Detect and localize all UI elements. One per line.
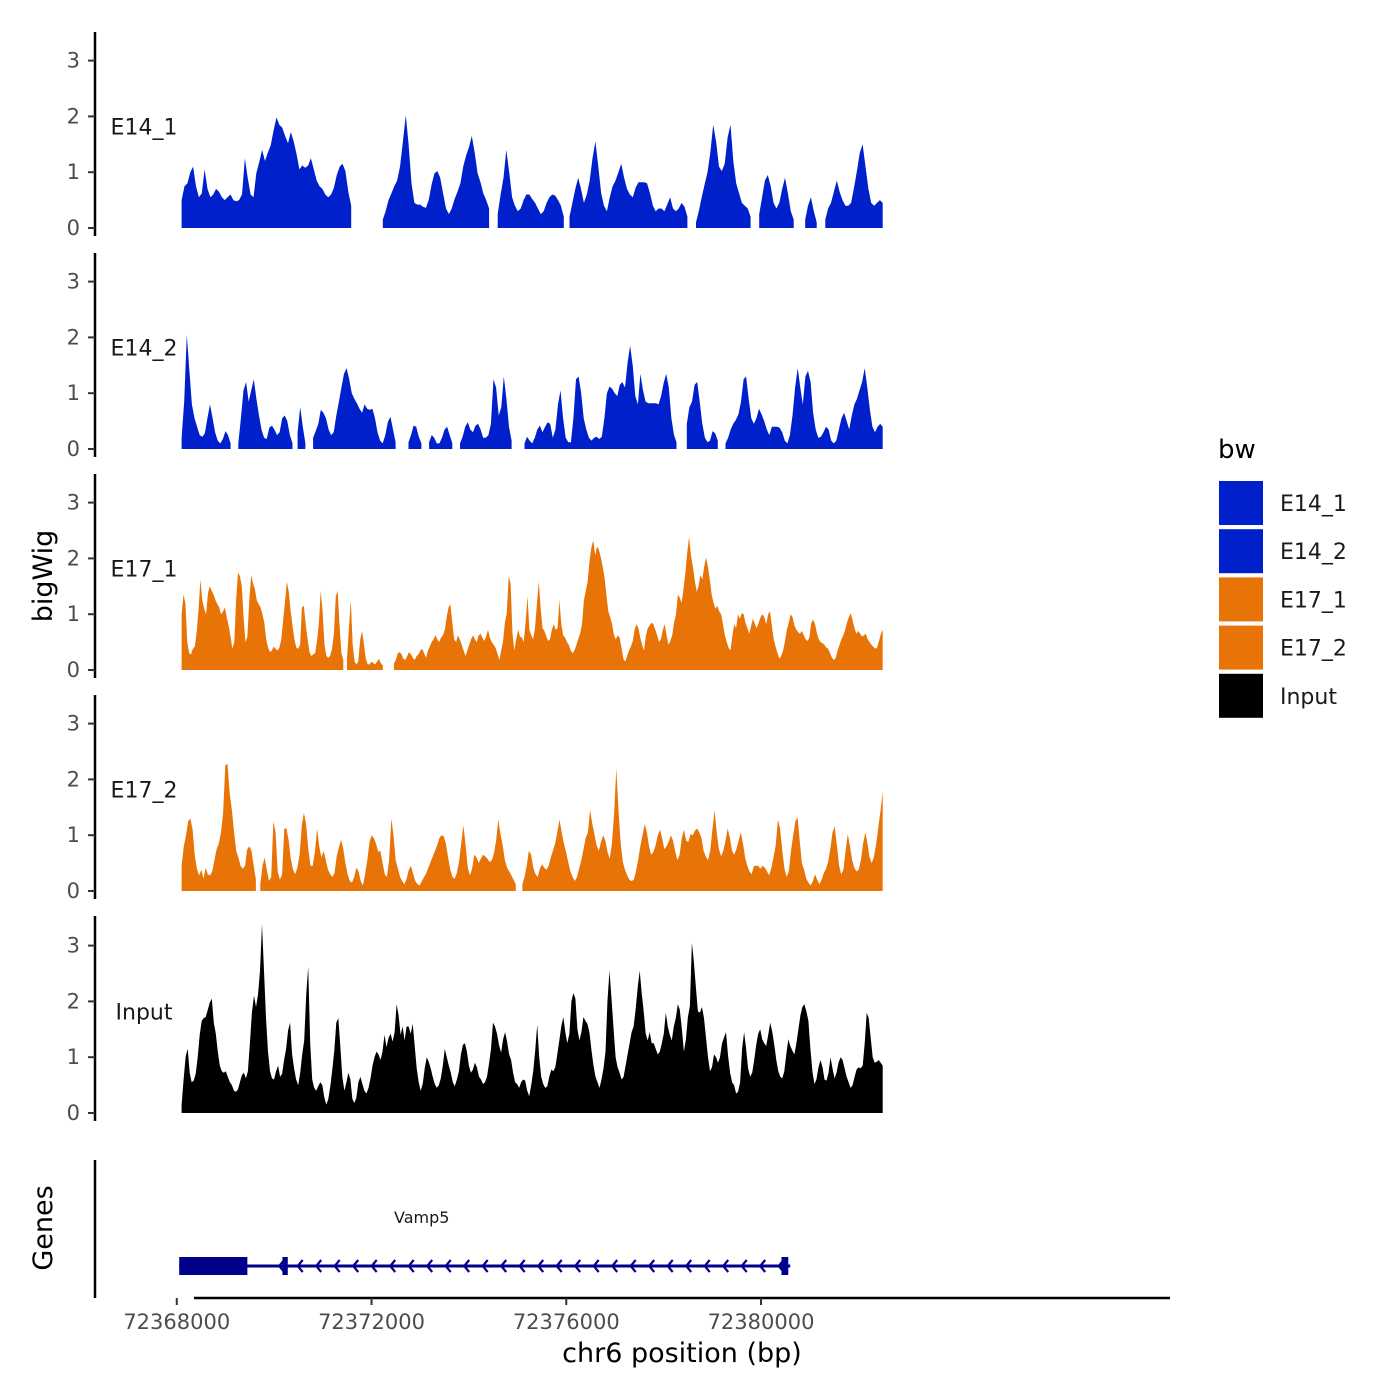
y-tick-label: 3 [67, 49, 80, 73]
x-axis: 72368000 72372000 72376000 72380000 [123, 1296, 1170, 1334]
track-label: E17_2 [111, 778, 178, 803]
strand-arrow [462, 1259, 471, 1273]
legend-label: E17_2 [1280, 637, 1347, 662]
track-label: E14_1 [111, 115, 178, 140]
strand-arrow [629, 1259, 637, 1273]
y-tick-label: 1 [67, 1045, 80, 1069]
strand-arrow [499, 1259, 508, 1273]
track-E17_1: 0 1 2 3 E17_1 [67, 474, 883, 682]
strand-arrow [444, 1259, 452, 1273]
track-E14_1: 0 1 2 3 E14_1 [67, 32, 883, 240]
x-tick-label: 72368000 [123, 1310, 230, 1334]
y-tick-label: 2 [67, 104, 80, 128]
x-tick-label: 72372000 [318, 1310, 425, 1334]
strand-arrow [573, 1259, 582, 1273]
strand-arrow [592, 1259, 600, 1273]
legend-label: Input [1280, 685, 1337, 710]
y-tick-label: 1 [67, 823, 80, 847]
strand-arrow [407, 1259, 415, 1273]
y-tick-label: 2 [67, 767, 80, 791]
legend: E14_1 E14_2 E17_1 E17_2 Input [1219, 481, 1347, 718]
legend-item-E14_2: E14_2 [1219, 529, 1347, 574]
gene-exon [781, 1257, 789, 1275]
legend-item-E17_2: E17_2 [1219, 625, 1347, 670]
strand-arrow [481, 1259, 489, 1273]
y-axis-title: bigWig [28, 530, 59, 623]
legend-swatch [1219, 577, 1263, 622]
legend-swatch [1219, 625, 1263, 670]
strand-arrow [536, 1259, 545, 1273]
gene-exon [179, 1257, 248, 1275]
strand-arrow [296, 1259, 304, 1273]
legend-swatch [1219, 673, 1263, 718]
coverage-area-E17_1 [181, 537, 883, 670]
y-tick-label: 0 [67, 1101, 80, 1125]
y-tick-label: 3 [67, 934, 80, 958]
strand-arrow [388, 1259, 397, 1273]
y-tick-label: 0 [67, 216, 80, 240]
strand-arrow [758, 1259, 767, 1273]
strand-arrow [647, 1259, 656, 1273]
legend-label: E14_2 [1280, 540, 1347, 565]
y-tick-label: 0 [67, 879, 80, 903]
track-label: E17_1 [111, 557, 178, 582]
strand-arrow [721, 1259, 730, 1273]
y-tick-label: 3 [67, 712, 80, 736]
track-Input: 0 1 2 3 Input [67, 916, 883, 1125]
coverage-area-Input [181, 924, 883, 1113]
coverage-area-E14_1 [181, 115, 883, 228]
x-tick-label: 72376000 [513, 1310, 620, 1334]
legend-item-Input: Input [1219, 673, 1337, 718]
coverage-area-E17_2 [181, 763, 883, 891]
coverage-area-E14_2 [181, 334, 883, 449]
tracks-layer: 0 1 2 3 E14_1 0 1 2 3 E14_2 0 1 2 3 E17_1 0 1 2 3 E17_2 0 1 2 3… [67, 32, 883, 1125]
legend-swatch [1219, 529, 1263, 574]
y-tick-label: 3 [67, 270, 80, 294]
strand-arrow [703, 1259, 711, 1273]
track-label: E14_2 [111, 336, 178, 361]
genes-axis-title: Genes [28, 1185, 59, 1270]
strand-arrow [740, 1259, 748, 1273]
y-tick-label: 2 [67, 325, 80, 349]
y-tick-label: 2 [67, 546, 80, 570]
track-E14_2: 0 1 2 3 E14_2 [67, 253, 883, 461]
y-tick-label: 0 [67, 658, 80, 682]
legend-title: bw [1218, 435, 1256, 465]
gene-name-label: Vamp5 [394, 1208, 449, 1227]
y-tick-label: 0 [67, 437, 80, 461]
gene-exon [282, 1257, 288, 1275]
track-E17_2: 0 1 2 3 E17_2 [67, 695, 883, 903]
legend-item-E14_1: E14_1 [1219, 481, 1347, 525]
legend-item-E17_1: E17_1 [1219, 577, 1347, 622]
x-tick-label: 72380000 [708, 1310, 815, 1334]
y-tick-label: 1 [67, 602, 80, 626]
strand-arrow [555, 1259, 563, 1273]
strand-arrow [684, 1259, 693, 1273]
strand-arrow [314, 1259, 323, 1273]
y-tick-label: 2 [67, 989, 80, 1013]
legend-label: E17_1 [1280, 588, 1347, 613]
strand-arrow [370, 1259, 378, 1273]
legend-label: E14_1 [1280, 492, 1347, 517]
strand-arrow [518, 1259, 526, 1273]
strand-arrow [351, 1259, 360, 1273]
strand-arrow [425, 1259, 434, 1273]
y-tick-label: 1 [67, 160, 80, 184]
strand-arrow [666, 1259, 674, 1273]
track-label: Input [116, 1000, 173, 1025]
strand-arrow [610, 1259, 619, 1273]
y-tick-label: 3 [67, 491, 80, 515]
y-tick-label: 1 [67, 381, 80, 405]
strand-arrow [333, 1259, 341, 1273]
gene-track-layer: Vamp5 [93, 1160, 791, 1298]
legend-swatch [1219, 481, 1263, 525]
x-axis-title: chr6 position (bp) [562, 1338, 802, 1369]
